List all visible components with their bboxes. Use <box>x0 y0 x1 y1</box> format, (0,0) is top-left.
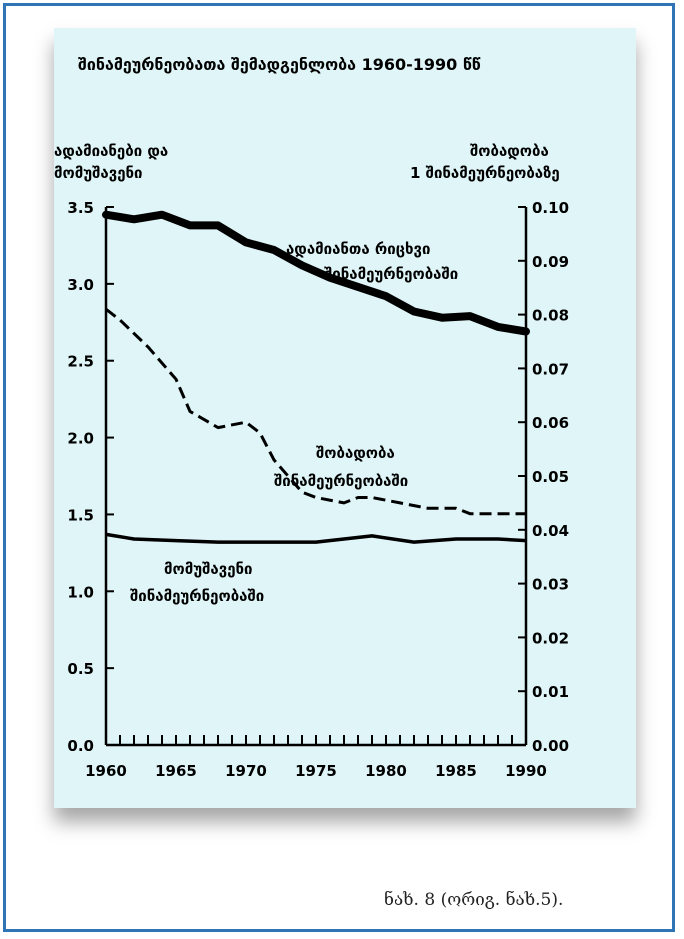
figure-caption: ნახ. 8 (ორიგ. ნახ.5). <box>384 890 564 910</box>
y-right-tick-label: 0.05 <box>532 468 569 486</box>
y-left-tick-label: 3.5 <box>67 199 94 217</box>
y-left-tick-label: 3.0 <box>67 276 94 294</box>
y-right-tick-label: 0.09 <box>532 253 569 271</box>
y-right-label-line1: შობადობა <box>470 142 549 160</box>
series-household-size-line <box>102 210 530 336</box>
y-left-tick-label: 1.0 <box>67 583 94 601</box>
y-left-tick-label: 2.5 <box>67 353 94 371</box>
y-right-tick-label: 0.08 <box>532 307 569 325</box>
chart-card: შინამეურნეობათა შემადგენლობა 1960-1990 წ… <box>54 28 636 808</box>
series-workers-label: მომუშავენი <box>164 560 253 578</box>
y-left-label-line1: ადამიანები და <box>54 142 168 160</box>
x-tick-label: 1970 <box>225 762 267 780</box>
y-right-tick-label: 0.00 <box>532 737 569 755</box>
y-left-tick-label: 2.0 <box>67 430 94 448</box>
x-tick-label: 1975 <box>295 762 337 780</box>
series-fertility-label: შობადობა <box>316 444 395 462</box>
series-workers-line <box>105 532 527 544</box>
y-left-tick-label: 0.5 <box>67 660 94 678</box>
series-workers-label: შინამეურნეობაში <box>130 587 264 605</box>
plot-area: ადამიანთა რიცხვი შინამეურნეობაში შობადობა შ… <box>102 210 530 605</box>
x-tick-label: 1985 <box>435 762 477 780</box>
y-right-tick-label: 0.04 <box>532 522 569 540</box>
x-tick-label: 1965 <box>155 762 197 780</box>
y-left-tick-label: 0.0 <box>67 737 94 755</box>
y-right-tick-label: 0.01 <box>532 683 569 701</box>
x-tick-label: 1960 <box>85 762 127 780</box>
y-left-tick-label: 1.5 <box>67 506 94 524</box>
x-tick-label: 1990 <box>505 762 547 780</box>
y-left-label-line2: მომუშავენი <box>54 164 143 182</box>
axes: 0.0 0.5 1.0 1.5 2.0 2.5 3.0 3.5 0.00 0.01 0.02 0.03… <box>67 199 569 780</box>
chart: შინამეურნეობათა შემადგენლობა 1960-1990 წ… <box>54 55 569 780</box>
series-fertility-line <box>105 308 526 516</box>
series-fertility-label: შინამეურნეობაში <box>274 472 408 490</box>
chart-title: შინამეურნეობათა შემადგენლობა 1960-1990 წ… <box>78 55 481 74</box>
y-right-label-line2: 1 შინამეურნეობაზე <box>410 164 560 182</box>
series-household-size-label: ადამიანთა რიცხვი <box>286 240 430 258</box>
y-right-tick-label: 0.10 <box>532 199 569 217</box>
series-household-size-label: შინამეურნეობაში <box>324 265 458 283</box>
x-tick-label: 1980 <box>365 762 407 780</box>
y-right-tick-label: 0.07 <box>532 360 569 378</box>
y-right-tick-label: 0.06 <box>532 414 569 432</box>
y-right-tick-label: 0.02 <box>532 629 569 647</box>
page-frame: შინამეურნეობათა შემადგენლობა 1960-1990 წ… <box>3 3 675 932</box>
y-right-tick-label: 0.03 <box>532 576 569 594</box>
